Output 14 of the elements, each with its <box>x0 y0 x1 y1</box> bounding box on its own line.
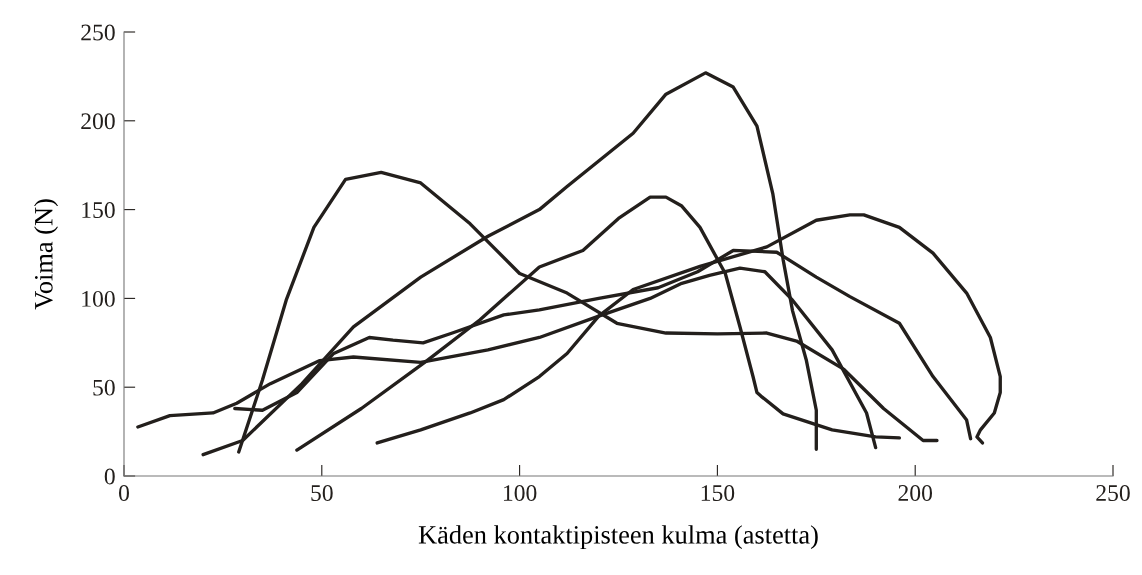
y-tick-label: 50 <box>93 379 115 396</box>
x-tick-label: 200 <box>898 485 933 501</box>
x-tick-label: 0 <box>119 485 129 501</box>
x-tick-label: 100 <box>503 485 537 501</box>
x-axis-title: Käden kontaktipisteen kulma (astetta) <box>418 525 818 550</box>
x-tick-label: 250 <box>1096 485 1130 501</box>
y-tick-label: 0 <box>104 468 115 485</box>
y-tick-label: 200 <box>81 113 115 130</box>
y-axis-title: Voima (N) <box>34 199 59 310</box>
x-tick-label: 50 <box>311 485 333 501</box>
y-tick-label: 250 <box>81 24 115 41</box>
y-tick-label: 150 <box>82 202 115 219</box>
x-tick-label: 150 <box>701 485 735 501</box>
y-tick-label: 100 <box>82 290 115 307</box>
